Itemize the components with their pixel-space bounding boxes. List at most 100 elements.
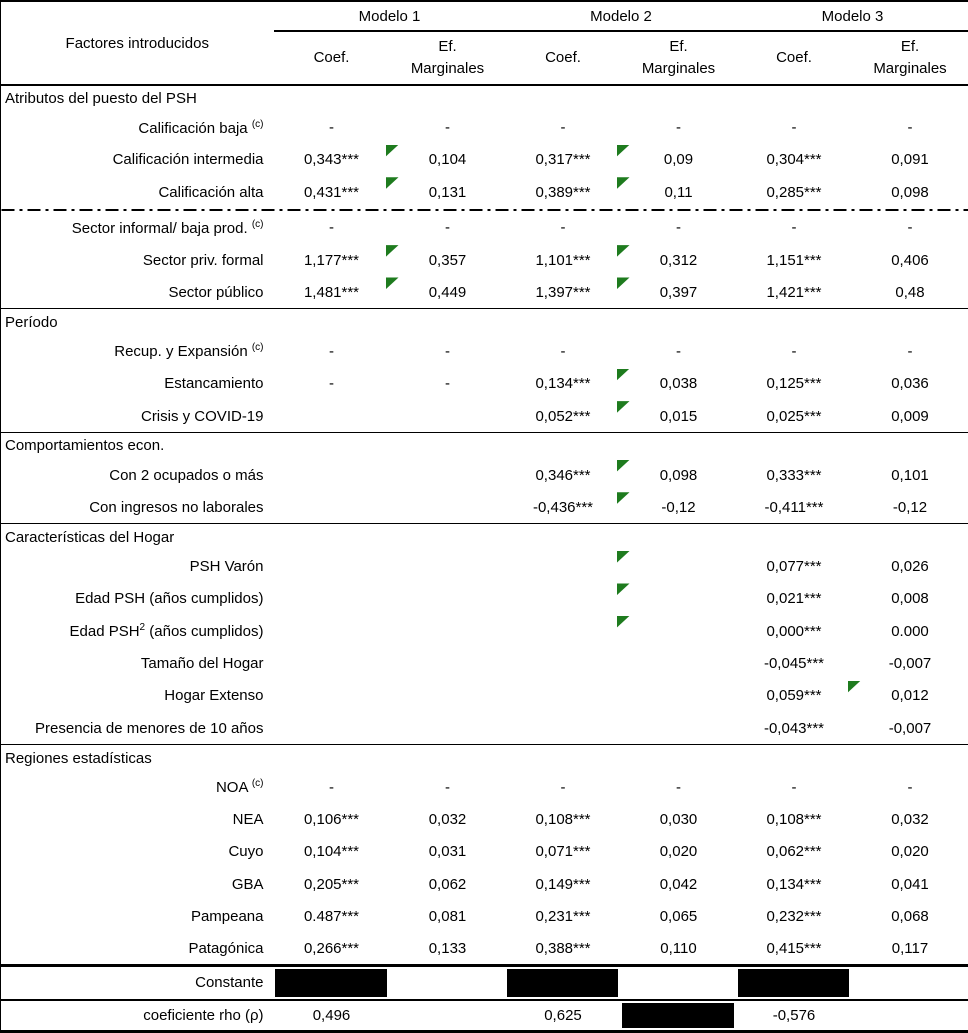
table-row: Calificación baja (c) - - - - - - [1, 111, 968, 143]
cell-m1-ef: 0,131 [385, 176, 506, 208]
cell-m1-coef [274, 647, 390, 679]
cell-m2-coef [506, 647, 621, 679]
table-row: coeficiente rho (ρ) 0,496 0,625 -0,576 [0, 998, 968, 1032]
cell-m2-ef: 0,065 [659, 908, 698, 926]
cell-m1-ef: 0,062 [428, 875, 467, 893]
table-row: Sector informal/ baja prod. (c) - - - - - - [1, 212, 968, 244]
cell-m1-coef [274, 550, 390, 582]
cell-m1-coef: 0,266*** [303, 939, 360, 957]
row-label: Sector priv. formal [142, 251, 264, 269]
section-row: Comportamientos econ. [0, 432, 968, 459]
table-row: Cuyo 0,104*** 0,031 0,071*** 0,020 0,062*** 0,… [1, 836, 968, 868]
row-label: Con 2 ocupados o más [109, 466, 264, 484]
cell-m2-ef: 0,015 [616, 400, 737, 432]
row-label: NOA (c) [215, 778, 264, 797]
cell-m2-coef: - [560, 119, 566, 137]
column-header-modelo-1: Modelo 1 [273, 1, 506, 32]
cell-m1-coef [274, 491, 390, 523]
row-label: Calificación alta [158, 183, 264, 201]
cell-m2-coef [506, 550, 621, 582]
redacted-value-box [274, 968, 387, 997]
table-row: Estancamiento - - 0,134*** 0,038 0,125*** 0,03… [1, 368, 968, 400]
row-label: Recup. y Expansión (c) [114, 342, 264, 361]
table-row: Sector priv. formal 1,177*** 0,357 1,101***… [1, 244, 968, 276]
cell-m1-coef [274, 459, 390, 491]
row-label: Pampeana [190, 908, 264, 926]
cell-m3-ef: 0,036 [891, 375, 929, 393]
cell-m3-coef: 0,125*** [766, 375, 822, 393]
cell-m3-coef: 0,232*** [766, 908, 822, 926]
column-header-m3-ef: Ef. Marginales [851, 31, 968, 86]
table-row: Edad PSH2 (años cumplidos) 0,000*** 0.000 [1, 615, 968, 647]
cell-m3-ef: 0,091 [891, 151, 929, 169]
cell-m2-ef: 0,09 [616, 144, 737, 176]
header-sub-row: Coef. Ef. Marginales Coef. Ef. Marginales … [1, 31, 968, 86]
cell-m2-coef [506, 680, 621, 712]
cell-m1-ef [389, 963, 506, 1000]
dash-dot-divider [0, 208, 968, 212]
cell-m3-ef: - [907, 778, 913, 796]
cell-m2-ef: 0,098 [616, 459, 737, 491]
cell-m3-coef: - [791, 219, 797, 237]
cell-m3-ef: - [907, 119, 913, 137]
cell-m1-coef [274, 615, 390, 647]
cell-m3-coef: -0,576 [736, 998, 852, 1032]
cell-m1-ef: 0,133 [428, 939, 467, 957]
cell-m1-coef: 1,177*** [303, 251, 360, 269]
cell-m2-ef [616, 615, 737, 647]
cell-m1-coef: 0,431*** [303, 183, 360, 201]
cell-m2-ef: 0,038 [616, 368, 737, 400]
cell-m3-ef: 0,068 [891, 908, 929, 926]
cell-m2-ef: - [676, 219, 681, 237]
redacted-value-box [506, 968, 618, 997]
cell-m1-coef: 0,343*** [303, 151, 360, 169]
cell-m1-ef: 0,449 [385, 276, 506, 308]
cell-m3-coef: 0,000*** [766, 622, 822, 640]
cell-m3-coef [736, 963, 852, 1000]
cell-m2-coef: 0,231*** [535, 908, 591, 926]
cell-m3-coef: 0,025*** [766, 407, 822, 425]
column-header-modelo-3: Modelo 3 [736, 1, 968, 32]
row-label: Edad PSH (años cumplidos) [75, 590, 264, 608]
table-body: Atributos del puesto del PSH Calificación… [0, 84, 968, 1032]
cell-m3-ef: 0,48 [895, 283, 925, 301]
cell-m1-coef: - [329, 342, 334, 360]
cell-m2-coef: 1,101*** [535, 251, 591, 269]
cell-m2-coef: 0,134*** [535, 375, 591, 393]
cell-m3-coef: 0,059*** [766, 687, 822, 705]
table-row: PSH Varón 0,077*** 0,026 [1, 550, 968, 582]
row-label: Estancamiento [164, 375, 264, 393]
cell-m3-ef: 0,406 [891, 251, 929, 269]
cell-m1-ef [390, 680, 506, 712]
cell-m3-coef: 0,333*** [766, 466, 822, 484]
row-label: Patagónica [188, 939, 264, 957]
cell-m1-coef: - [329, 778, 334, 796]
cell-m1-ef: 0,031 [428, 843, 467, 861]
cell-m2-ef [620, 963, 737, 1000]
cell-m2-ef: 0,312 [616, 244, 737, 276]
cell-m3-coef: 1,421*** [766, 283, 822, 301]
cell-m1-ef [390, 400, 506, 432]
cell-m1-coef [273, 963, 390, 1000]
cell-m1-ef [390, 459, 506, 491]
row-label: PSH Varón [189, 557, 264, 575]
cell-m2-ef [621, 647, 737, 679]
cell-m3-ef: -0,12 [892, 498, 928, 516]
cell-m3-coef: 0,285*** [766, 183, 822, 201]
cell-m2-ef: 0,397 [616, 276, 737, 308]
section-row: Atributos del puesto del PSH [0, 84, 968, 112]
cell-m1-ef: 0,032 [428, 811, 467, 829]
cell-m1-coef: 0.487*** [303, 908, 360, 926]
cell-m2-ef [616, 582, 737, 614]
cell-m1-coef: 1,481*** [303, 283, 360, 301]
table-row: GBA 0,205*** 0,062 0,149*** 0,042 0,134*** 0,0… [1, 868, 968, 900]
cell-m2-coef: 0,346*** [535, 466, 591, 484]
row-label: Sector informal/ baja prod. (c) [71, 218, 264, 237]
cell-m3-ef: 0,012 [847, 680, 968, 712]
section-label: Período [0, 308, 968, 336]
column-header-m3-coef: Coef. [736, 31, 852, 86]
cell-m3-ef: 0,117 [891, 939, 929, 957]
column-header-m2-coef: Coef. [505, 31, 621, 86]
cell-m3-coef: -0,411*** [764, 498, 824, 516]
cell-m2-ef: - [676, 342, 681, 360]
